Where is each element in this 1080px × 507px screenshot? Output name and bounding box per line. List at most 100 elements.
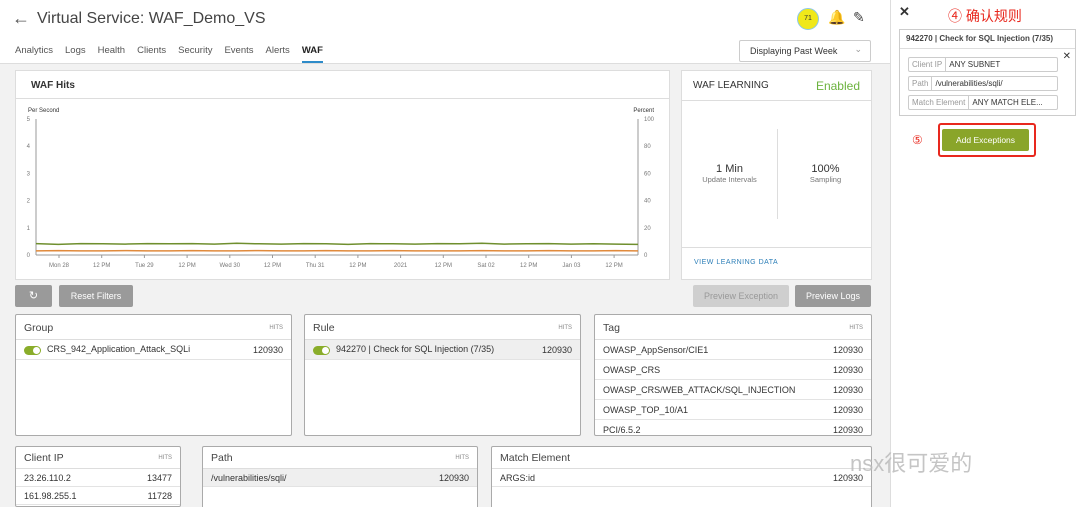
preview-logs-button[interactable]: Preview Logs bbox=[795, 285, 871, 307]
tag-title: Tag bbox=[603, 322, 620, 334]
learning-title: WAF LEARNING bbox=[693, 80, 769, 91]
x-tick-label: 12 PM bbox=[93, 263, 110, 269]
y-tick-label: 5 bbox=[27, 117, 31, 123]
group-title: Group bbox=[24, 322, 54, 334]
row-name: PCI/6.5.2 bbox=[603, 424, 641, 435]
learning-status: Enabled bbox=[815, 79, 860, 93]
tag-panel: Tag HITS OWASP_AppSensor/CIE1 120930 OWASP… bbox=[594, 314, 872, 436]
tab-health[interactable]: Health bbox=[97, 45, 126, 56]
x-tick-label: 12 PM bbox=[349, 263, 366, 269]
table-row[interactable]: ARGS:id 120930 bbox=[492, 469, 871, 487]
back-arrow-icon[interactable]: ← bbox=[12, 8, 30, 28]
client-ip-panel: Client IP HITS 23.26.110.2 13477 161.98.25… bbox=[15, 446, 181, 507]
group-panel: Group HITS CRS_942_Application_Attack_SQL… bbox=[15, 314, 292, 436]
row-name: 942270 | Check for SQL Injection (7/35) bbox=[336, 344, 495, 355]
series-line-0 bbox=[35, 242, 639, 246]
preview-exception-button[interactable]: Preview Exception bbox=[693, 285, 789, 307]
reset-filters-button[interactable]: Reset Filters bbox=[59, 285, 133, 307]
table-row[interactable]: 161.98.255.1 11728 bbox=[16, 487, 180, 505]
table-row[interactable]: PCI/6.5.2 120930 bbox=[595, 420, 871, 435]
pencil-icon[interactable]: ✎ bbox=[853, 9, 865, 25]
bell-icon[interactable]: 🔔 bbox=[828, 9, 846, 25]
tab-logs[interactable]: Logs bbox=[65, 45, 86, 56]
refresh-button[interactable]: ↻ bbox=[15, 285, 52, 307]
close-icon[interactable]: ✕ bbox=[899, 4, 910, 19]
watermark: nsx很可爱的 bbox=[850, 451, 973, 476]
path-field[interactable]: Path/vulnerabilities/sqli/ bbox=[908, 76, 1058, 91]
x-tick-label: 12 PM bbox=[520, 263, 537, 269]
row-name: ARGS:id bbox=[500, 472, 536, 483]
row-hits: 11728 bbox=[147, 490, 172, 501]
x-tick-label: Jan 03 bbox=[562, 263, 581, 269]
tab-events[interactable]: Events bbox=[224, 45, 254, 56]
field-label: Path bbox=[909, 77, 933, 90]
sampling-label: Sampling bbox=[809, 175, 842, 184]
x-tick-label: 2021 bbox=[394, 263, 408, 269]
row-hits: 120930 bbox=[832, 404, 863, 415]
tab-clients[interactable]: Clients bbox=[137, 45, 167, 56]
sampling-value: 100% bbox=[811, 163, 840, 175]
table-row[interactable]: OWASP_CRS 120930 bbox=[595, 360, 871, 380]
row-hits: 120930 bbox=[438, 472, 469, 483]
tab-alerts[interactable]: Alerts bbox=[265, 45, 290, 56]
toggle-switch[interactable] bbox=[313, 345, 330, 355]
y-tick-label: 0 bbox=[27, 253, 31, 259]
time-range-select[interactable]: Displaying Past Week ⌄ bbox=[739, 40, 871, 62]
row-name: OWASP_CRS bbox=[603, 364, 661, 375]
row-name: /vulnerabilities/sqli/ bbox=[211, 472, 287, 483]
x-tick-label: 12 PM bbox=[435, 263, 452, 269]
x-tick-label: Mon 28 bbox=[49, 263, 70, 269]
update-interval-label: Update Intervals bbox=[702, 175, 757, 184]
field-value: /vulnerabilities/sqli/ bbox=[935, 79, 1003, 88]
annotation-step-5: ⑤ bbox=[912, 133, 923, 147]
row-hits: 120930 bbox=[832, 344, 863, 355]
chevron-down-icon: ⌄ bbox=[854, 44, 862, 54]
tab-analytics[interactable]: Analytics bbox=[15, 45, 54, 56]
view-learning-data-link[interactable]: VIEW LEARNING DATA bbox=[682, 247, 871, 277]
x-tick-label: Thu 31 bbox=[306, 263, 325, 269]
main-area: ← Virtual Service: WAF_Demo_VS Analytics… bbox=[0, 0, 890, 507]
table-row[interactable]: OWASP_TOP_10/A1 120930 bbox=[595, 400, 871, 420]
annotation-confirm-rule: ④ 确认规则 bbox=[948, 8, 1022, 24]
hits-label: HITS bbox=[158, 455, 172, 461]
row-hits: 120930 bbox=[832, 364, 863, 375]
row-hits: 120930 bbox=[541, 344, 572, 355]
page-title: Virtual Service: WAF_Demo_VS bbox=[37, 10, 266, 27]
table-row[interactable]: /vulnerabilities/sqli/120930 bbox=[203, 469, 477, 487]
table-row[interactable]: OWASP_CRS/WEB_ATTACK/SQL_INJECTION 120930 bbox=[595, 380, 871, 400]
toggle-switch[interactable] bbox=[24, 345, 41, 355]
remove-icon[interactable]: ✕ bbox=[1062, 51, 1071, 62]
match-element-panel: Match Element ARGS:id 120930 bbox=[491, 446, 872, 507]
rule-title: Rule bbox=[313, 322, 335, 334]
chart-title: WAF Hits bbox=[16, 71, 669, 99]
hits-label: HITS bbox=[455, 455, 469, 461]
table-row[interactable]: 942270 | Check for SQL Injection (7/35) 1… bbox=[305, 340, 580, 360]
x-tick-label: Wed 30 bbox=[220, 263, 241, 269]
avatar[interactable]: 71 bbox=[797, 8, 819, 30]
waf-learning-card: WAF LEARNING Enabled 1 Min Update Interv… bbox=[681, 70, 872, 280]
tab-security[interactable]: Security bbox=[178, 45, 213, 56]
table-row[interactable]: OWASP_AppSensor/CIE1 120930 bbox=[595, 340, 871, 360]
x-tick-label: Sat 02 bbox=[477, 263, 495, 269]
table-row[interactable]: CRS_942_Application_Attack_SQLi 120930 bbox=[16, 340, 291, 360]
match-element-field[interactable]: Match Element ANY MATCH ELE... bbox=[908, 95, 1058, 110]
y-axis-label: Per Second bbox=[28, 108, 59, 114]
waf-hits-card: WAF Hits Per Second Percent 0 0 1 20 2 40 3 60 4 80… bbox=[15, 70, 670, 280]
top-bar: ← Virtual Service: WAF_Demo_VS Analytics… bbox=[0, 0, 890, 64]
y-tick-label: 3 bbox=[27, 171, 31, 177]
highlight-box bbox=[938, 123, 1036, 157]
row-name: 161.98.255.1 bbox=[24, 490, 77, 501]
row-name: 23.26.110.2 bbox=[24, 472, 71, 483]
client-ip-field[interactable]: Client IP ANY SUBNET bbox=[908, 57, 1058, 72]
hits-label: HITS bbox=[558, 325, 572, 331]
add-exceptions-button[interactable]: Add Exceptions bbox=[942, 129, 1029, 151]
tab-waf[interactable]: WAF bbox=[301, 45, 323, 63]
y2-tick-label: 100 bbox=[644, 117, 655, 123]
row-name: CRS_942_Application_Attack_SQLi bbox=[47, 344, 191, 355]
table-row[interactable]: 23.26.110.2 13477 bbox=[16, 469, 180, 487]
row-name: OWASP_TOP_10/A1 bbox=[603, 404, 689, 415]
row-hits: 120930 bbox=[252, 344, 283, 355]
row-hits: 120930 bbox=[832, 384, 863, 395]
y2-tick-label: 0 bbox=[644, 253, 648, 259]
x-tick-label: 12 PM bbox=[178, 263, 195, 269]
